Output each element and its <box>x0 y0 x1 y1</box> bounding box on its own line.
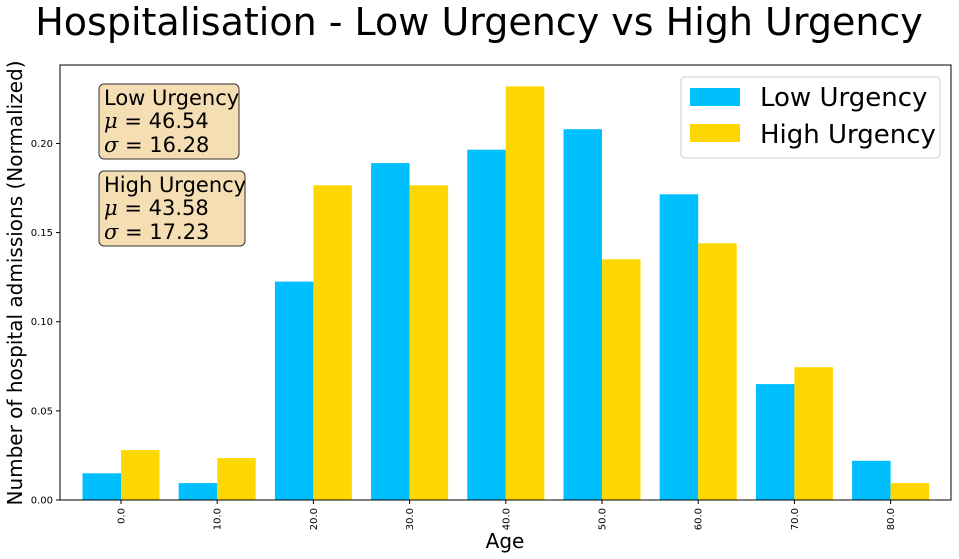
x-tick-label: 40.0 <box>501 508 512 530</box>
bar-high-urgency-50.0 <box>602 259 641 500</box>
bar-high-urgency-40.0 <box>505 86 545 501</box>
x-tick-label: 80.0 <box>886 508 897 530</box>
legend: Low Urgency High Urgency <box>680 76 941 159</box>
stat-box-std: σ = 17.23 <box>104 220 209 244</box>
x-tick-label: 50.0 <box>598 508 609 530</box>
stat-box-low-urgency: Low Urgency μ = 46.54 σ = 16.28 <box>98 83 240 160</box>
mean-value: 43.58 <box>149 196 209 220</box>
bars-layer <box>82 86 930 501</box>
y-tick-label: 0.05 <box>31 406 53 417</box>
bar-high-urgency-10.0 <box>217 458 256 500</box>
bar-high-urgency-0.0 <box>121 450 160 500</box>
x-tick-label: 70.0 <box>790 508 801 530</box>
bar-high-urgency-30.0 <box>409 185 449 501</box>
legend-swatch-low-urgency <box>690 88 740 106</box>
legend-swatch-high-urgency <box>690 124 740 142</box>
y-tick-label: 0.20 <box>31 139 53 150</box>
stat-box-mean: μ = 46.54 <box>104 109 209 133</box>
bar-low-urgency-20.0 <box>274 281 314 500</box>
sigma-symbol: σ <box>104 133 119 157</box>
stat-box-label: Low Urgency <box>104 86 239 110</box>
std-value: 17.23 <box>149 220 209 244</box>
stat-box-high-urgency: High Urgency μ = 43.58 σ = 17.23 <box>98 170 246 247</box>
bar-low-urgency-50.0 <box>563 129 602 500</box>
std-value: 16.28 <box>149 133 209 157</box>
bar-low-urgency-70.0 <box>755 384 795 500</box>
y-tick-label: 0.00 <box>31 496 53 507</box>
bar-high-urgency-70.0 <box>794 367 833 500</box>
bar-low-urgency-10.0 <box>178 483 218 500</box>
x-tick-label: 20.0 <box>309 508 320 530</box>
x-tick-label: 30.0 <box>405 508 416 530</box>
y-axis-ticks: 0.00 0.05 0.10 0.15 0.20 <box>31 139 60 507</box>
mu-symbol: μ <box>104 196 118 220</box>
y-tick-label: 0.10 <box>31 317 53 328</box>
legend-label-low-urgency: Low Urgency <box>760 83 927 113</box>
stat-box-background <box>98 83 240 160</box>
legend-frame <box>680 76 941 159</box>
stat-box-label: High Urgency <box>104 173 246 197</box>
x-axis-label: Age <box>486 529 525 553</box>
y-tick-label: 0.15 <box>31 228 53 239</box>
mean-value: 46.54 <box>149 109 209 133</box>
bar-low-urgency-60.0 <box>659 194 699 501</box>
x-tick-label: 60.0 <box>694 508 705 530</box>
x-tick-label: 10.0 <box>213 508 224 530</box>
stat-box-background <box>98 170 246 247</box>
legend-label-high-urgency: High Urgency <box>760 120 936 150</box>
y-axis-label: Number of hospital admissions (Normalize… <box>3 60 27 505</box>
stat-box-mean: μ = 43.58 <box>104 196 209 220</box>
stat-box-std: σ = 16.28 <box>104 133 209 157</box>
bar-low-urgency-80.0 <box>852 460 891 500</box>
chart-title: Hospitalisation - Low Urgency vs High Ur… <box>35 0 923 44</box>
bar-high-urgency-60.0 <box>698 243 737 501</box>
x-axis-ticks: 0.0 10.0 20.0 30.0 40.0 50.0 60.0 70.0 80.0 <box>117 500 897 530</box>
sigma-symbol: σ <box>104 220 119 244</box>
bar-low-urgency-30.0 <box>371 163 410 500</box>
bar-high-urgency-20.0 <box>313 185 352 501</box>
bar-high-urgency-80.0 <box>890 483 930 500</box>
x-tick-label: 0.0 <box>117 508 128 524</box>
bar-low-urgency-40.0 <box>467 149 506 500</box>
mu-symbol: μ <box>104 109 118 133</box>
bar-low-urgency-0.0 <box>82 473 121 500</box>
